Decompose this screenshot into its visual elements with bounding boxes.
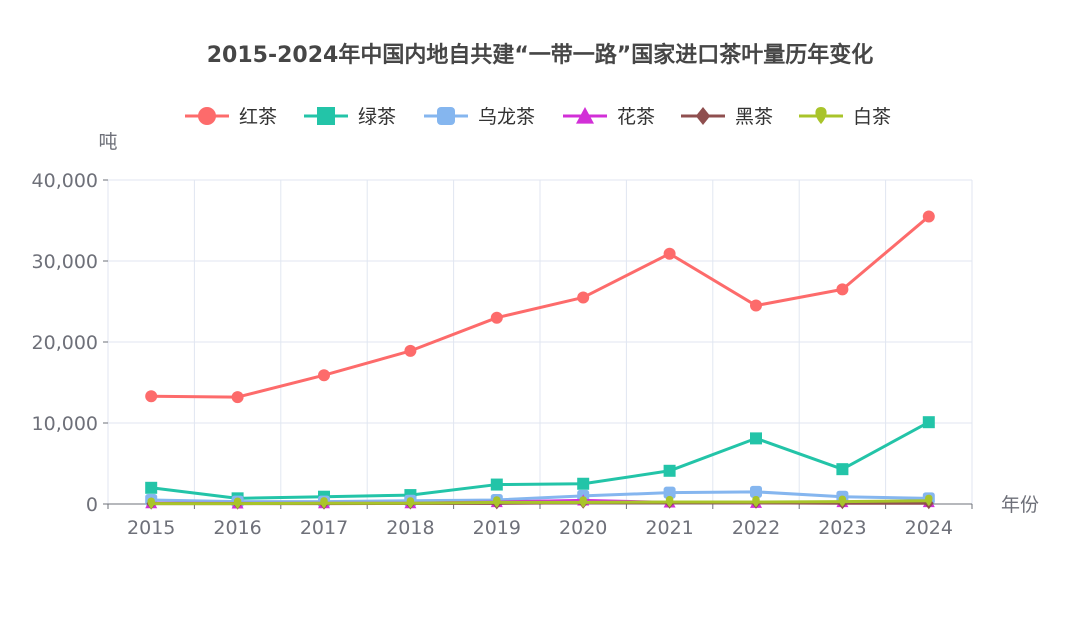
data-point — [404, 344, 417, 357]
legend-marker — [437, 107, 455, 125]
data-point — [836, 283, 849, 296]
series-line — [151, 420, 930, 500]
x-tick-label: 2016 — [213, 517, 261, 539]
data-point — [145, 481, 158, 494]
data-point — [320, 497, 328, 509]
x-tick-label: 2022 — [732, 517, 780, 539]
legend-item: 乌龙茶 — [424, 106, 535, 128]
data-point — [663, 247, 676, 260]
chart-title: 2015-2024年中国内地自共建“一带一路”国家进口茶叶量历年变化 — [207, 42, 874, 68]
data-point — [577, 291, 590, 304]
data-point — [750, 432, 762, 445]
grid — [107, 179, 973, 504]
data-point — [663, 464, 676, 477]
legend: 红茶 绿茶 乌龙茶 花茶 黑茶 白茶 — [185, 106, 891, 128]
data-point — [493, 496, 501, 508]
y-tick-label: 10,000 — [32, 413, 98, 435]
x-tick-label: 2017 — [300, 517, 348, 539]
data-point — [318, 369, 330, 382]
legend-label: 绿茶 — [358, 106, 396, 128]
data-point — [577, 477, 590, 490]
legend-label: 红茶 — [239, 106, 277, 128]
data-point — [836, 463, 849, 476]
legend-label: 黑茶 — [735, 106, 773, 128]
data-point — [663, 486, 676, 499]
data-point — [233, 497, 242, 509]
legend-label: 白茶 — [853, 106, 891, 128]
legend-marker — [815, 107, 827, 125]
x-tick-label: 2015 — [127, 517, 175, 539]
x-tick-label: 2019 — [473, 517, 521, 539]
series-line — [151, 499, 929, 506]
y-tick-label: 40,000 — [32, 170, 98, 192]
legend-label: 花茶 — [617, 106, 655, 128]
y-tick-label: 20,000 — [32, 332, 98, 354]
data-point — [750, 485, 762, 498]
data-point — [752, 495, 760, 508]
data-point — [925, 494, 933, 507]
legend-item: 花茶 — [563, 106, 655, 128]
legend-item: 绿茶 — [304, 106, 396, 128]
x-tick-label: 2024 — [905, 517, 953, 539]
data-point — [838, 495, 847, 507]
series-line — [151, 490, 929, 504]
data-point — [922, 210, 935, 223]
y-tick-label: 0 — [86, 494, 98, 516]
legend-item: 白茶 — [799, 106, 891, 128]
y-axis-title: 吨 — [98, 131, 117, 153]
x-tick-label: 2023 — [818, 517, 866, 539]
x-axis-title: 年份 — [1001, 494, 1039, 516]
y-tick-label: 30,000 — [32, 251, 98, 273]
series-group — [147, 494, 933, 509]
x-tick-label: 2020 — [559, 517, 607, 539]
legend-item: 黑茶 — [681, 106, 773, 128]
x-tick-label: 2018 — [386, 517, 434, 539]
legend-item: 红茶 — [185, 106, 277, 128]
data-point — [490, 478, 503, 491]
data-point — [665, 495, 674, 508]
data-point — [750, 299, 762, 312]
series-group — [145, 210, 935, 404]
data-point — [145, 390, 158, 403]
data-point — [147, 497, 155, 509]
data-point — [231, 391, 244, 404]
series-line — [151, 215, 930, 399]
legend-marker — [576, 107, 594, 124]
x-tick-label: 2021 — [645, 517, 693, 539]
data-point — [922, 416, 935, 429]
data-point — [490, 311, 503, 324]
data-point — [579, 496, 587, 508]
legend-marker — [695, 107, 711, 125]
series-layer — [145, 210, 935, 510]
legend-marker — [317, 107, 335, 125]
legend-label: 乌龙茶 — [478, 106, 535, 128]
legend-marker — [198, 107, 216, 125]
data-point — [406, 497, 415, 509]
